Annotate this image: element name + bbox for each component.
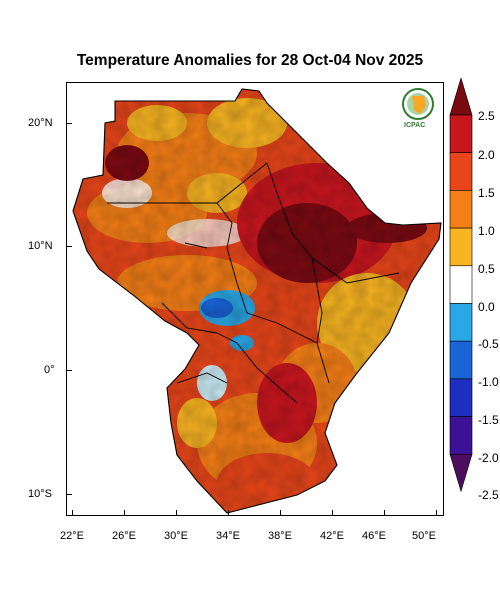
colorbar-segment: [449, 227, 473, 267]
colorbar-label: -1.5: [478, 413, 499, 427]
colorbar-label: -2.0: [478, 451, 499, 465]
colorbar-segment: [449, 340, 473, 380]
map-title: Temperature Anomalies for 28 Oct-04 Nov …: [76, 52, 424, 69]
colorbar: [449, 78, 473, 493]
lat-label-10n: 10°N: [28, 240, 53, 252]
lon-tick: [228, 510, 229, 516]
colorbar-arrow-top: [449, 78, 473, 116]
lon-tick: [332, 510, 333, 516]
region-outline: [72, 88, 442, 514]
lon-label-50e: 50°E: [412, 530, 436, 542]
lat-tick: [66, 370, 72, 371]
lon-tick: [72, 510, 73, 516]
lat-label-10s: 10°S: [28, 488, 52, 500]
colorbar-segment: [449, 190, 473, 229]
lat-tick: [66, 246, 72, 247]
lon-tick: [280, 510, 281, 516]
lat-label-0: 0°: [44, 364, 55, 376]
colorbar-label: 0.0: [478, 300, 495, 314]
colorbar-segment: [449, 378, 473, 417]
lon-tick: [124, 510, 125, 516]
lon-label-42e: 42°E: [320, 530, 344, 542]
colorbar-label: 1.5: [478, 186, 495, 200]
colorbar-segment: [449, 152, 473, 191]
colorbar-label: -0.5: [478, 337, 499, 351]
colorbar-label: 0.5: [478, 262, 495, 276]
lon-tick: [436, 510, 437, 516]
lon-label-26e: 26°E: [112, 530, 136, 542]
colorbar-label: -2.5: [478, 488, 499, 502]
lon-label-22e: 22°E: [60, 530, 84, 542]
lon-label-38e: 38°E: [268, 530, 292, 542]
country-borders: [107, 162, 400, 404]
colorbar-label: 2.5: [478, 109, 495, 123]
lon-tick: [176, 510, 177, 516]
map-frame: [66, 82, 444, 516]
colorbar-segment: [449, 114, 473, 154]
colorbar-label: 1.0: [478, 224, 495, 238]
colorbar-segment: [449, 303, 473, 342]
lat-tick: [66, 123, 72, 124]
colorbar-label: 2.0: [478, 148, 495, 162]
lat-label-20n: 20°N: [28, 117, 53, 129]
lon-label-30e: 30°E: [164, 530, 188, 542]
lon-label-34e: 34°E: [216, 530, 240, 542]
lat-tick: [66, 494, 72, 495]
colorbar-segment: [449, 265, 473, 304]
colorbar-label: -1.0: [478, 375, 499, 389]
lon-tick: [384, 510, 385, 516]
colorbar-arrow-bottom: [449, 454, 473, 493]
temperature-anomaly-map: [72, 88, 442, 514]
colorbar-segment: [449, 416, 473, 455]
logo-text: ICPAC: [404, 122, 426, 129]
igad-icpac-logo: [402, 88, 434, 120]
lon-label-46e: 46°E: [362, 530, 386, 542]
